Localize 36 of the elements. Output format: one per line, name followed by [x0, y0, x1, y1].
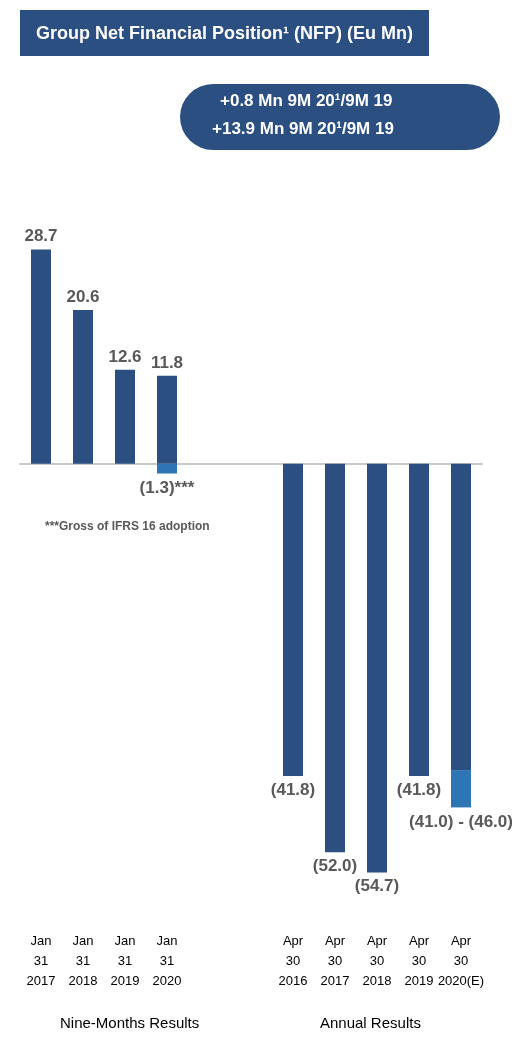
data-label: 28.7: [24, 226, 58, 246]
text: +13.9 Mn 9M 20¹/9M 19: [212, 119, 394, 138]
bar: [157, 463, 177, 474]
x-tick-label: Apr 30 2016: [278, 932, 308, 988]
bar: [157, 375, 177, 464]
bar: [367, 463, 387, 873]
bar: [451, 770, 471, 808]
bar: [283, 463, 303, 777]
data-label: (1.3)***: [139, 477, 195, 497]
x-tick-label: Jan 31 2020: [152, 932, 182, 988]
x-tick-label: Jan 31 2018: [68, 932, 98, 988]
data-label: 20.6: [66, 286, 100, 306]
data-label: (54.7): [354, 876, 400, 896]
data-label: (41.0) - (46.0): [409, 812, 513, 832]
text: Annual Results: [320, 1014, 421, 1031]
data-label: 11.8: [150, 352, 184, 372]
text: +0.8 Mn 9M 20¹/9M 19: [220, 91, 393, 110]
data-label: (41.8): [396, 780, 442, 800]
x-tick-label: Apr 30 2019: [404, 932, 434, 988]
bar: [325, 463, 345, 853]
data-label: (41.8): [270, 780, 316, 800]
data-label: 12.6: [108, 346, 142, 366]
bar: [451, 463, 471, 771]
x-tick-label: Jan 31 2019: [110, 932, 140, 988]
data-label: (52.0): [312, 856, 358, 876]
x-tick-label: Apr 30 2020(E): [437, 932, 485, 988]
annotation: ***Gross of IFRS 16 adoption: [45, 519, 210, 533]
x-tick-label: Apr 30 2017: [320, 932, 350, 988]
bar: [409, 463, 429, 777]
text: Nine-Months Results: [60, 1014, 200, 1031]
bar: [73, 309, 93, 464]
x-tick-label: Jan 31 2017: [26, 932, 56, 988]
chart-title: Group Net Financial Position¹ (NFP) (Eu Mn): [36, 23, 413, 43]
bar: [31, 249, 51, 464]
bar: [115, 369, 135, 464]
x-tick-label: Apr 30 2018: [362, 932, 392, 988]
